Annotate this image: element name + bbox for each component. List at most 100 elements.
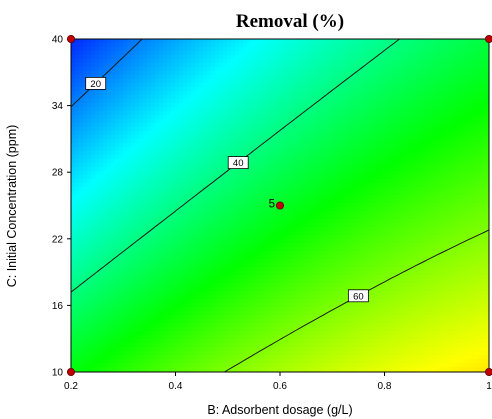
heatmap-cell <box>295 139 300 144</box>
heatmap-cell <box>167 279 172 284</box>
heatmap-cell <box>135 335 140 340</box>
heatmap-cell <box>151 239 156 244</box>
heatmap-cell <box>263 55 268 60</box>
heatmap-cell <box>251 155 256 160</box>
heatmap-cell <box>79 279 84 284</box>
heatmap-cell <box>71 43 76 48</box>
heatmap-cell <box>215 187 220 192</box>
heatmap-cell <box>71 55 76 60</box>
heatmap-cell <box>183 199 188 204</box>
heatmap-cell <box>211 67 216 72</box>
heatmap-cell <box>187 159 192 164</box>
heatmap-cell <box>151 243 156 248</box>
heatmap-cell <box>107 83 112 88</box>
heatmap-cell <box>119 59 124 64</box>
heatmap-cell <box>235 63 240 68</box>
heatmap-cell <box>71 127 76 132</box>
heatmap-cell <box>151 159 156 164</box>
heatmap-cell <box>283 299 288 304</box>
heatmap-cell <box>95 151 100 156</box>
heatmap-cell <box>275 179 280 184</box>
heatmap-cell <box>135 319 140 324</box>
heatmap-cell <box>95 67 100 72</box>
heatmap-cell <box>159 343 164 348</box>
heatmap-cell <box>171 207 176 212</box>
heatmap-cell <box>187 111 192 116</box>
heatmap-cell <box>215 243 220 248</box>
heatmap-cell <box>267 263 272 268</box>
heatmap-cell <box>183 147 188 152</box>
heatmap-cell <box>99 179 104 184</box>
heatmap-cell <box>163 263 168 268</box>
heatmap-cell <box>175 115 180 120</box>
heatmap-cell <box>187 259 192 264</box>
heatmap-cell <box>99 335 104 340</box>
heatmap-cell <box>179 275 184 280</box>
heatmap-cell <box>159 127 164 132</box>
heatmap-cell <box>307 47 312 52</box>
heatmap-cell <box>107 343 112 348</box>
heatmap-cell <box>131 55 136 60</box>
heatmap-cell <box>251 43 256 48</box>
heatmap-cell <box>235 107 240 112</box>
heatmap-cell <box>247 91 252 96</box>
heatmap-cell <box>115 263 120 268</box>
heatmap-cell <box>115 127 120 132</box>
heatmap-cell <box>187 175 192 180</box>
heatmap-cell <box>299 167 304 172</box>
heatmap-cell <box>167 167 172 172</box>
heatmap-cell <box>223 347 228 352</box>
heatmap-cell <box>135 103 140 108</box>
heatmap-cell <box>187 363 192 368</box>
heatmap-cell <box>227 279 232 284</box>
heatmap-cell <box>115 75 120 80</box>
heatmap-cell <box>271 75 276 80</box>
heatmap-cell <box>211 71 216 76</box>
heatmap-cell <box>143 227 148 232</box>
heatmap-cell <box>131 179 136 184</box>
heatmap-cell <box>271 103 276 108</box>
heatmap-cell <box>263 47 268 52</box>
heatmap-cell <box>135 331 140 336</box>
heatmap-cell <box>271 87 276 92</box>
heatmap-cell <box>259 339 264 344</box>
heatmap-cell <box>251 263 256 268</box>
heatmap-cell <box>147 331 152 336</box>
heatmap-cell <box>99 103 104 108</box>
heatmap-cell <box>159 135 164 140</box>
heatmap-cell <box>139 79 144 84</box>
heatmap-cell <box>131 203 136 208</box>
heatmap-cell <box>139 135 144 140</box>
heatmap-cell <box>79 143 84 148</box>
heatmap-cell <box>195 327 200 332</box>
heatmap-cell <box>187 359 192 364</box>
heatmap-cell <box>299 131 304 136</box>
heatmap-cell <box>267 251 272 256</box>
heatmap-cell <box>91 327 96 332</box>
heatmap-cell <box>123 203 128 208</box>
heatmap-cell <box>119 55 124 60</box>
heatmap-cell <box>283 91 288 96</box>
heatmap-cell <box>123 55 128 60</box>
heatmap-cell <box>271 263 276 268</box>
heatmap-cell <box>135 347 140 352</box>
heatmap-cell <box>263 191 268 196</box>
heatmap-cell <box>75 299 80 304</box>
heatmap-cell <box>275 295 280 300</box>
heatmap-cell <box>303 267 308 272</box>
heatmap-cell <box>243 63 248 68</box>
heatmap-cell <box>295 183 300 188</box>
heatmap-cell <box>263 159 268 164</box>
heatmap-cell <box>107 127 112 132</box>
heatmap-cell <box>299 347 304 352</box>
heatmap-cell <box>135 295 140 300</box>
heatmap-cell <box>303 59 308 64</box>
heatmap-cell <box>83 259 88 264</box>
heatmap-cell <box>115 307 120 312</box>
heatmap-cell <box>259 263 264 268</box>
heatmap-cell <box>87 111 92 116</box>
heatmap-cell <box>127 167 132 172</box>
heatmap-cell <box>251 259 256 264</box>
heatmap-cell <box>191 227 196 232</box>
heatmap-cell <box>139 299 144 304</box>
